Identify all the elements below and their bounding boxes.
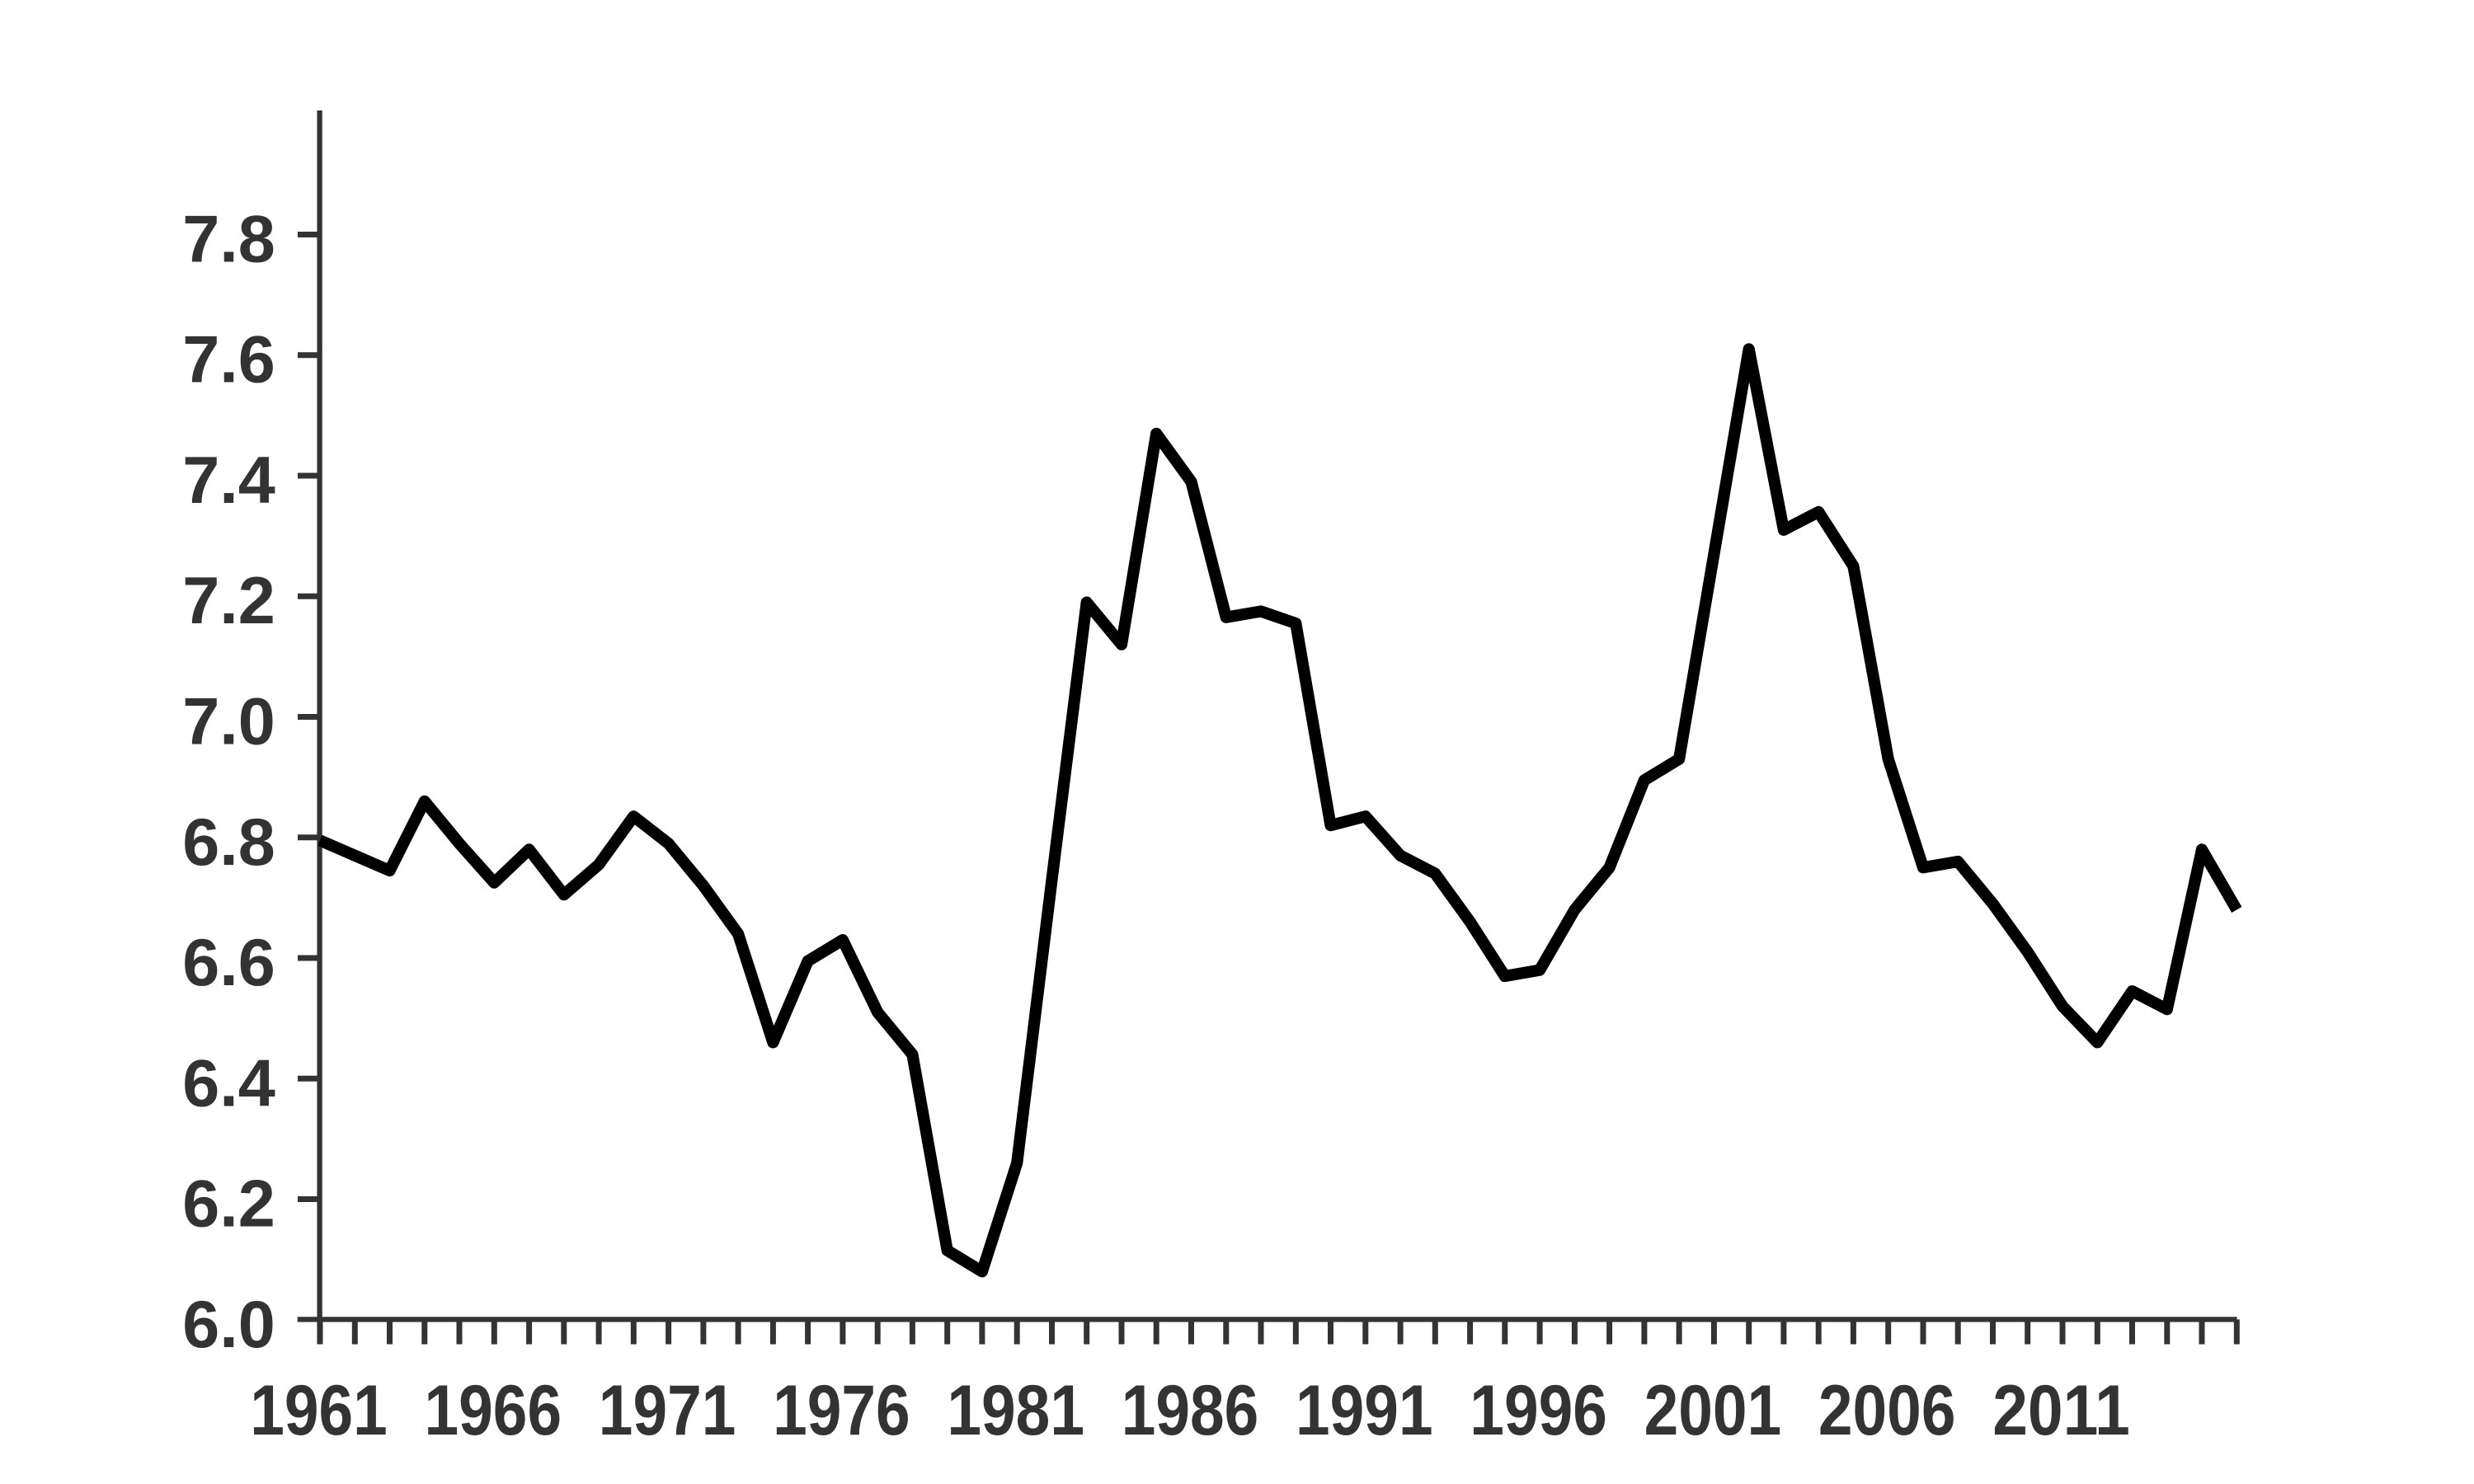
svg-text:2006: 2006 <box>1818 1371 1956 1450</box>
svg-text:1971: 1971 <box>599 1371 736 1450</box>
svg-text:6.0: 6.0 <box>182 1288 275 1362</box>
svg-text:6.4: 6.4 <box>182 1046 275 1120</box>
svg-text:1961: 1961 <box>250 1371 388 1450</box>
svg-text:7.8: 7.8 <box>182 203 275 277</box>
svg-text:1986: 1986 <box>1122 1371 1259 1450</box>
svg-text:7.0: 7.0 <box>182 685 275 759</box>
svg-text:1996: 1996 <box>1470 1371 1607 1450</box>
svg-text:2011: 2011 <box>1992 1371 2130 1450</box>
svg-text:6.2: 6.2 <box>182 1167 275 1242</box>
svg-text:1981: 1981 <box>947 1371 1084 1450</box>
svg-text:7.4: 7.4 <box>182 444 275 518</box>
svg-text:1991: 1991 <box>1296 1371 1433 1450</box>
svg-text:6.6: 6.6 <box>182 926 275 1000</box>
svg-text:2001: 2001 <box>1644 1371 1782 1450</box>
svg-text:1966: 1966 <box>425 1371 562 1450</box>
svg-text:7.6: 7.6 <box>182 323 275 397</box>
svg-text:1976: 1976 <box>773 1371 910 1450</box>
svg-text:6.8: 6.8 <box>182 805 275 880</box>
svg-text:7.2: 7.2 <box>182 564 275 638</box>
